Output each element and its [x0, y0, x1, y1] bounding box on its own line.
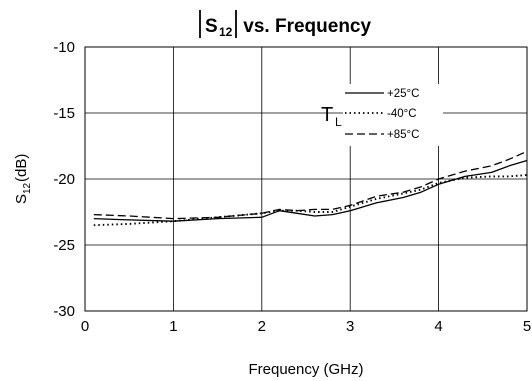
y-tick-labels: -10 -15 -20 -25 -30: [53, 39, 75, 320]
series-line-dotted: [93, 174, 528, 227]
legend-parameter: T: [321, 104, 333, 126]
y-axis-title: S 12 (dB): [13, 154, 33, 204]
x-tick-label-4: 4: [434, 318, 442, 335]
y-axis-title-main: S: [13, 194, 30, 204]
y-axis-title-suffix: (dB): [13, 154, 30, 182]
x-tick-labels: 0 1 2 3 4 5: [81, 318, 531, 335]
legend: T L +25°C -40°C +85°C: [321, 84, 443, 146]
y-tick-label-0: -10: [53, 39, 75, 56]
title-subscript: 12: [219, 25, 233, 39]
y-tick-label-2: -20: [53, 171, 75, 188]
legend-entry-0: +25°C: [387, 88, 419, 100]
legend-entry-2: +85°C: [387, 129, 419, 141]
legend-background: [343, 84, 443, 146]
y-tick-label-4: -30: [53, 303, 75, 320]
x-tick-label-5: 5: [523, 318, 531, 335]
x-tick-label-2: 2: [258, 318, 266, 335]
x-tick-label-0: 0: [81, 318, 89, 335]
legend-entry-1: -40°C: [387, 108, 417, 120]
x-axis-title: Frequency (GHz): [248, 361, 363, 378]
x-tick-label-3: 3: [346, 318, 354, 335]
y-axis-title-subscript: 12: [22, 182, 33, 194]
legend-parameter-subscript: L: [335, 115, 342, 129]
grid-lines: [84, 46, 528, 312]
title-suffix: vs. Frequency: [238, 16, 371, 37]
title-main: S: [205, 16, 218, 37]
x-tick-label-1: 1: [169, 318, 177, 335]
chart-title: S 12 vs. Frequency: [199, 10, 371, 39]
y-tick-label-3: -25: [53, 237, 75, 254]
series-layer: [93, 150, 528, 227]
series-line-solid: [93, 159, 528, 222]
y-tick-label-1: -15: [53, 105, 75, 122]
